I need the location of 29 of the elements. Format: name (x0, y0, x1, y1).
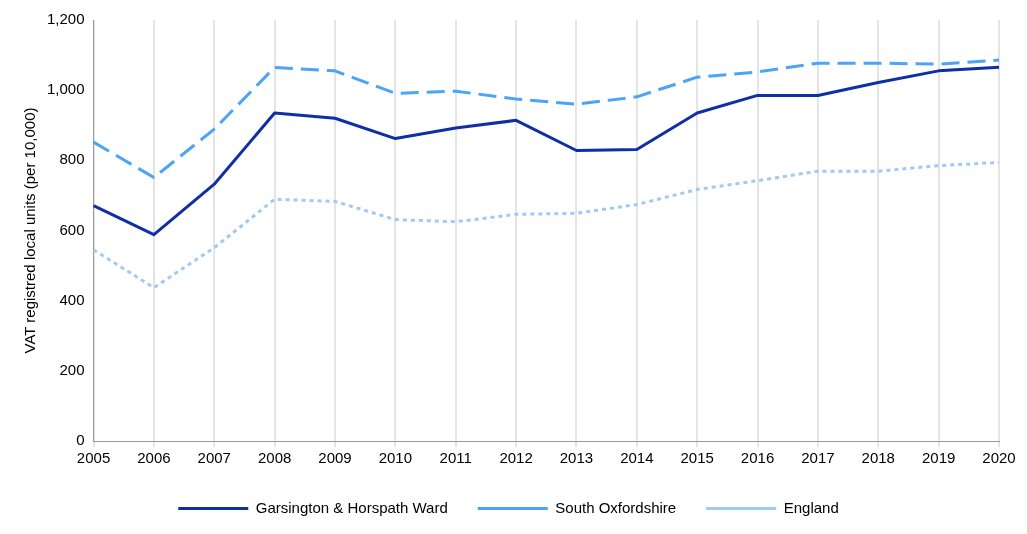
y-tick-label: 600 (59, 220, 85, 238)
legend-label: South Oxfordshire (555, 498, 677, 516)
y-tick-label: 800 (59, 150, 85, 168)
y-axis-title: VAT registred local units (per 10,000) (21, 107, 39, 354)
x-tick-label: 2012 (499, 449, 533, 467)
y-tick-label: 1,000 (46, 80, 85, 98)
x-tick-label: 2013 (559, 449, 594, 467)
y-tick-label: 400 (59, 290, 85, 308)
x-tick-label: 2006 (137, 449, 171, 467)
y-tick-label: 200 (59, 360, 85, 378)
x-tick-label: 2010 (378, 449, 413, 467)
x-tick-label: 2008 (257, 449, 292, 467)
x-tick-label: 2009 (318, 449, 352, 467)
legend-label: Garsington & Horspath Ward (255, 498, 448, 516)
x-tick-label: 2019 (921, 449, 956, 467)
x-tick-label: 2020 (982, 449, 1016, 467)
x-tick-label: 2018 (861, 449, 895, 467)
x-tick-label: 2011 (439, 449, 472, 467)
x-tick-label: 2014 (620, 449, 654, 467)
x-tick-label: 2015 (680, 449, 714, 467)
x-tick-label: 2005 (76, 449, 111, 467)
line-series (92, 160, 1001, 290)
y-tick-label: 1,200 (46, 10, 85, 28)
legend-label: England (783, 498, 839, 516)
y-tick-label: 0 (76, 431, 85, 449)
line-series (92, 58, 1001, 180)
x-tick-label: 2007 (197, 449, 231, 467)
x-tick-label: 2017 (801, 449, 835, 467)
x-tick-label: 2016 (740, 449, 775, 467)
